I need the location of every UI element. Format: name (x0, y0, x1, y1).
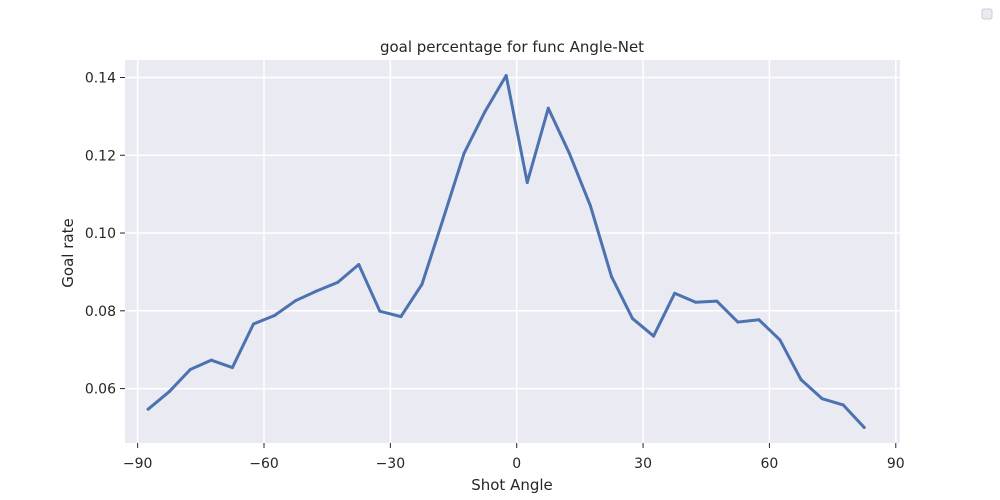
x-tick-label: 0 (512, 456, 521, 472)
data-point (841, 403, 845, 407)
data-point (230, 366, 234, 370)
data-point (167, 390, 171, 394)
x-tick-label: −30 (376, 456, 406, 472)
data-point (736, 320, 740, 324)
gridlines (125, 60, 900, 443)
y-tick-label: 0.06 (85, 382, 116, 398)
chart-title: goal percentage for func Angle-Net (380, 38, 644, 56)
data-point (757, 318, 761, 322)
data-point (525, 180, 529, 184)
y-axis-label: Goal rate (59, 218, 77, 287)
axis-ticks: −90 −60 −30 0 30 60 90 0.06 0.08 0.10 0.12 0.14 (85, 70, 905, 472)
data-point (251, 322, 255, 326)
x-tick-label: 60 (761, 456, 779, 472)
x-tick-label: 30 (634, 456, 652, 472)
series-layer (146, 74, 866, 429)
data-point (315, 289, 319, 293)
data-point (420, 282, 424, 286)
y-tick-label: 0.12 (85, 148, 116, 164)
data-point (778, 338, 782, 342)
data-point (441, 217, 445, 221)
data-point (609, 275, 613, 279)
y-tick-label: 0.10 (85, 226, 116, 242)
data-point (209, 358, 213, 362)
data-point (631, 317, 635, 321)
data-point (273, 313, 277, 317)
legend-box (981, 8, 993, 20)
x-tick-label: −90 (123, 456, 153, 472)
data-point (483, 109, 487, 113)
data-point (462, 151, 466, 155)
data-point (294, 299, 298, 303)
data-point (336, 280, 340, 284)
data-point (504, 74, 508, 78)
data-point (567, 151, 571, 155)
x-tick-label: 90 (887, 456, 905, 472)
data-point (862, 425, 866, 429)
data-point (694, 300, 698, 304)
data-point (146, 407, 150, 411)
data-point (652, 334, 656, 338)
data-point (357, 263, 361, 267)
data-point (820, 397, 824, 401)
y-tick-label: 0.08 (85, 304, 116, 320)
data-point (399, 315, 403, 319)
data-point (378, 309, 382, 313)
y-tick-label: 0.14 (85, 70, 116, 86)
plot-background (125, 60, 900, 443)
data-point (546, 106, 550, 110)
data-point (588, 204, 592, 208)
data-point (715, 299, 719, 303)
x-axis-label: Shot Angle (471, 476, 553, 494)
data-point (799, 378, 803, 382)
data-point (673, 291, 677, 295)
data-point (188, 368, 192, 372)
x-tick-label: −60 (249, 456, 279, 472)
